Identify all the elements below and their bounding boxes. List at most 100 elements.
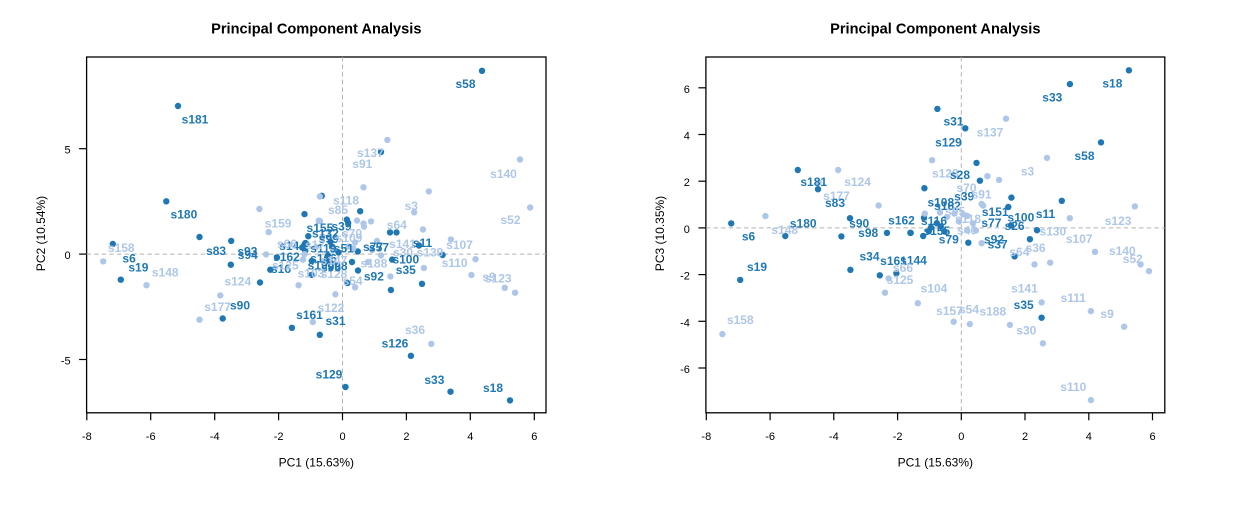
svg-text:s107: s107	[446, 238, 473, 252]
svg-text:s35: s35	[1014, 298, 1034, 312]
svg-text:s144: s144	[900, 253, 927, 267]
svg-text:s30: s30	[1016, 324, 1036, 338]
svg-text:s166: s166	[310, 251, 337, 265]
svg-text:-4: -4	[680, 317, 690, 329]
svg-text:s188: s188	[361, 257, 388, 271]
svg-text:s33: s33	[424, 373, 444, 387]
svg-text:s162: s162	[273, 250, 300, 264]
svg-text:s129: s129	[316, 368, 343, 382]
svg-text:-2: -2	[893, 431, 903, 443]
svg-text:s139: s139	[417, 246, 444, 260]
svg-text:s151: s151	[982, 205, 1009, 219]
svg-text:s83: s83	[825, 196, 845, 210]
svg-text:-8: -8	[701, 431, 711, 443]
svg-text:s54: s54	[343, 274, 363, 288]
svg-text:s64: s64	[1009, 245, 1029, 259]
svg-text:s161: s161	[296, 308, 323, 322]
svg-text:s92: s92	[984, 233, 1004, 247]
svg-text:s109: s109	[336, 231, 363, 245]
svg-text:s162: s162	[934, 199, 961, 213]
svg-text:s6: s6	[122, 252, 136, 266]
svg-text:PC1 (15.63%): PC1 (15.63%)	[279, 456, 354, 470]
svg-text:s3: s3	[405, 199, 419, 213]
svg-text:s140: s140	[1109, 244, 1136, 258]
svg-text:s31: s31	[325, 314, 345, 328]
svg-text:s116: s116	[921, 214, 947, 228]
svg-text:s128: s128	[321, 267, 348, 281]
svg-text:s177: s177	[204, 300, 231, 314]
svg-text:s107: s107	[1066, 232, 1093, 246]
svg-text:-2: -2	[274, 431, 284, 443]
svg-text:s85: s85	[328, 203, 348, 217]
svg-text:s54: s54	[959, 303, 979, 317]
svg-text:s3: s3	[1021, 165, 1035, 179]
svg-text:s66: s66	[893, 261, 913, 275]
svg-text:s100: s100	[392, 253, 419, 267]
svg-text:Principal Component Analysis: Principal Component Analysis	[830, 22, 1040, 38]
svg-text:s36: s36	[405, 323, 425, 337]
svg-text:s140: s140	[490, 167, 517, 181]
svg-text:-5: -5	[61, 356, 71, 368]
svg-text:s51: s51	[334, 242, 354, 256]
svg-text:4: 4	[467, 431, 473, 443]
svg-text:s137: s137	[977, 125, 1004, 139]
svg-text:s144: s144	[279, 239, 306, 253]
svg-text:s58: s58	[455, 77, 475, 91]
svg-text:s35: s35	[396, 263, 416, 277]
svg-text:s126: s126	[382, 336, 409, 350]
svg-text:Principal Component Analysis: Principal Component Analysis	[211, 22, 421, 38]
svg-text:s6: s6	[742, 230, 756, 244]
svg-text:s58: s58	[1074, 149, 1094, 163]
svg-text:s124: s124	[224, 275, 251, 289]
svg-text:s92: s92	[364, 269, 384, 283]
svg-text:s19: s19	[747, 260, 767, 274]
svg-text:s180: s180	[171, 208, 198, 222]
svg-text:s155: s155	[307, 221, 334, 235]
svg-text:s16: s16	[271, 262, 291, 276]
svg-text:s123: s123	[485, 272, 512, 286]
svg-text:s123: s123	[1105, 214, 1132, 228]
svg-text:s18: s18	[483, 381, 503, 395]
svg-text:s90: s90	[849, 216, 869, 230]
svg-text:-6: -6	[146, 431, 156, 443]
svg-text:s99: s99	[319, 232, 339, 246]
svg-text:s128: s128	[932, 166, 959, 180]
svg-text:s34: s34	[859, 249, 879, 263]
svg-text:s158: s158	[727, 313, 754, 327]
svg-text:s96: s96	[321, 261, 341, 275]
svg-text:s122: s122	[318, 301, 345, 315]
svg-text:PC3 (10.35%): PC3 (10.35%)	[653, 196, 667, 271]
svg-text:s162: s162	[888, 214, 915, 228]
svg-text:s125: s125	[272, 259, 299, 273]
svg-text:s37: s37	[988, 237, 1008, 251]
svg-text:s36: s36	[1026, 241, 1046, 255]
svg-text:s98: s98	[858, 226, 878, 240]
svg-text:-6: -6	[680, 364, 690, 376]
svg-text:s190: s190	[308, 259, 335, 273]
svg-text:5: 5	[64, 145, 70, 157]
svg-text:s90: s90	[230, 299, 250, 313]
svg-text:s17: s17	[305, 238, 325, 252]
svg-text:s180: s180	[790, 216, 817, 230]
svg-text:s130: s130	[1039, 225, 1066, 239]
svg-text:s124: s124	[844, 175, 871, 189]
svg-text:s9: s9	[1100, 307, 1114, 321]
svg-text:s119: s119	[310, 242, 336, 256]
svg-text:2: 2	[403, 431, 409, 443]
svg-text:6: 6	[531, 431, 537, 443]
svg-text:s91: s91	[972, 188, 992, 202]
svg-text:2: 2	[684, 177, 690, 189]
svg-text:s11: s11	[413, 236, 433, 250]
svg-text:s93: s93	[237, 245, 257, 259]
svg-text:s147: s147	[321, 254, 348, 268]
svg-text:s52: s52	[500, 213, 520, 227]
svg-text:s148: s148	[152, 265, 179, 279]
svg-text:s39: s39	[954, 190, 974, 204]
svg-text:0: 0	[339, 431, 345, 443]
svg-text:s79: s79	[939, 233, 959, 247]
svg-text:s103: s103	[298, 267, 325, 281]
svg-text:s18: s18	[1102, 77, 1122, 91]
svg-text:s111: s111	[1061, 291, 1087, 305]
svg-text:s141: s141	[389, 237, 416, 251]
svg-text:4: 4	[684, 131, 690, 143]
